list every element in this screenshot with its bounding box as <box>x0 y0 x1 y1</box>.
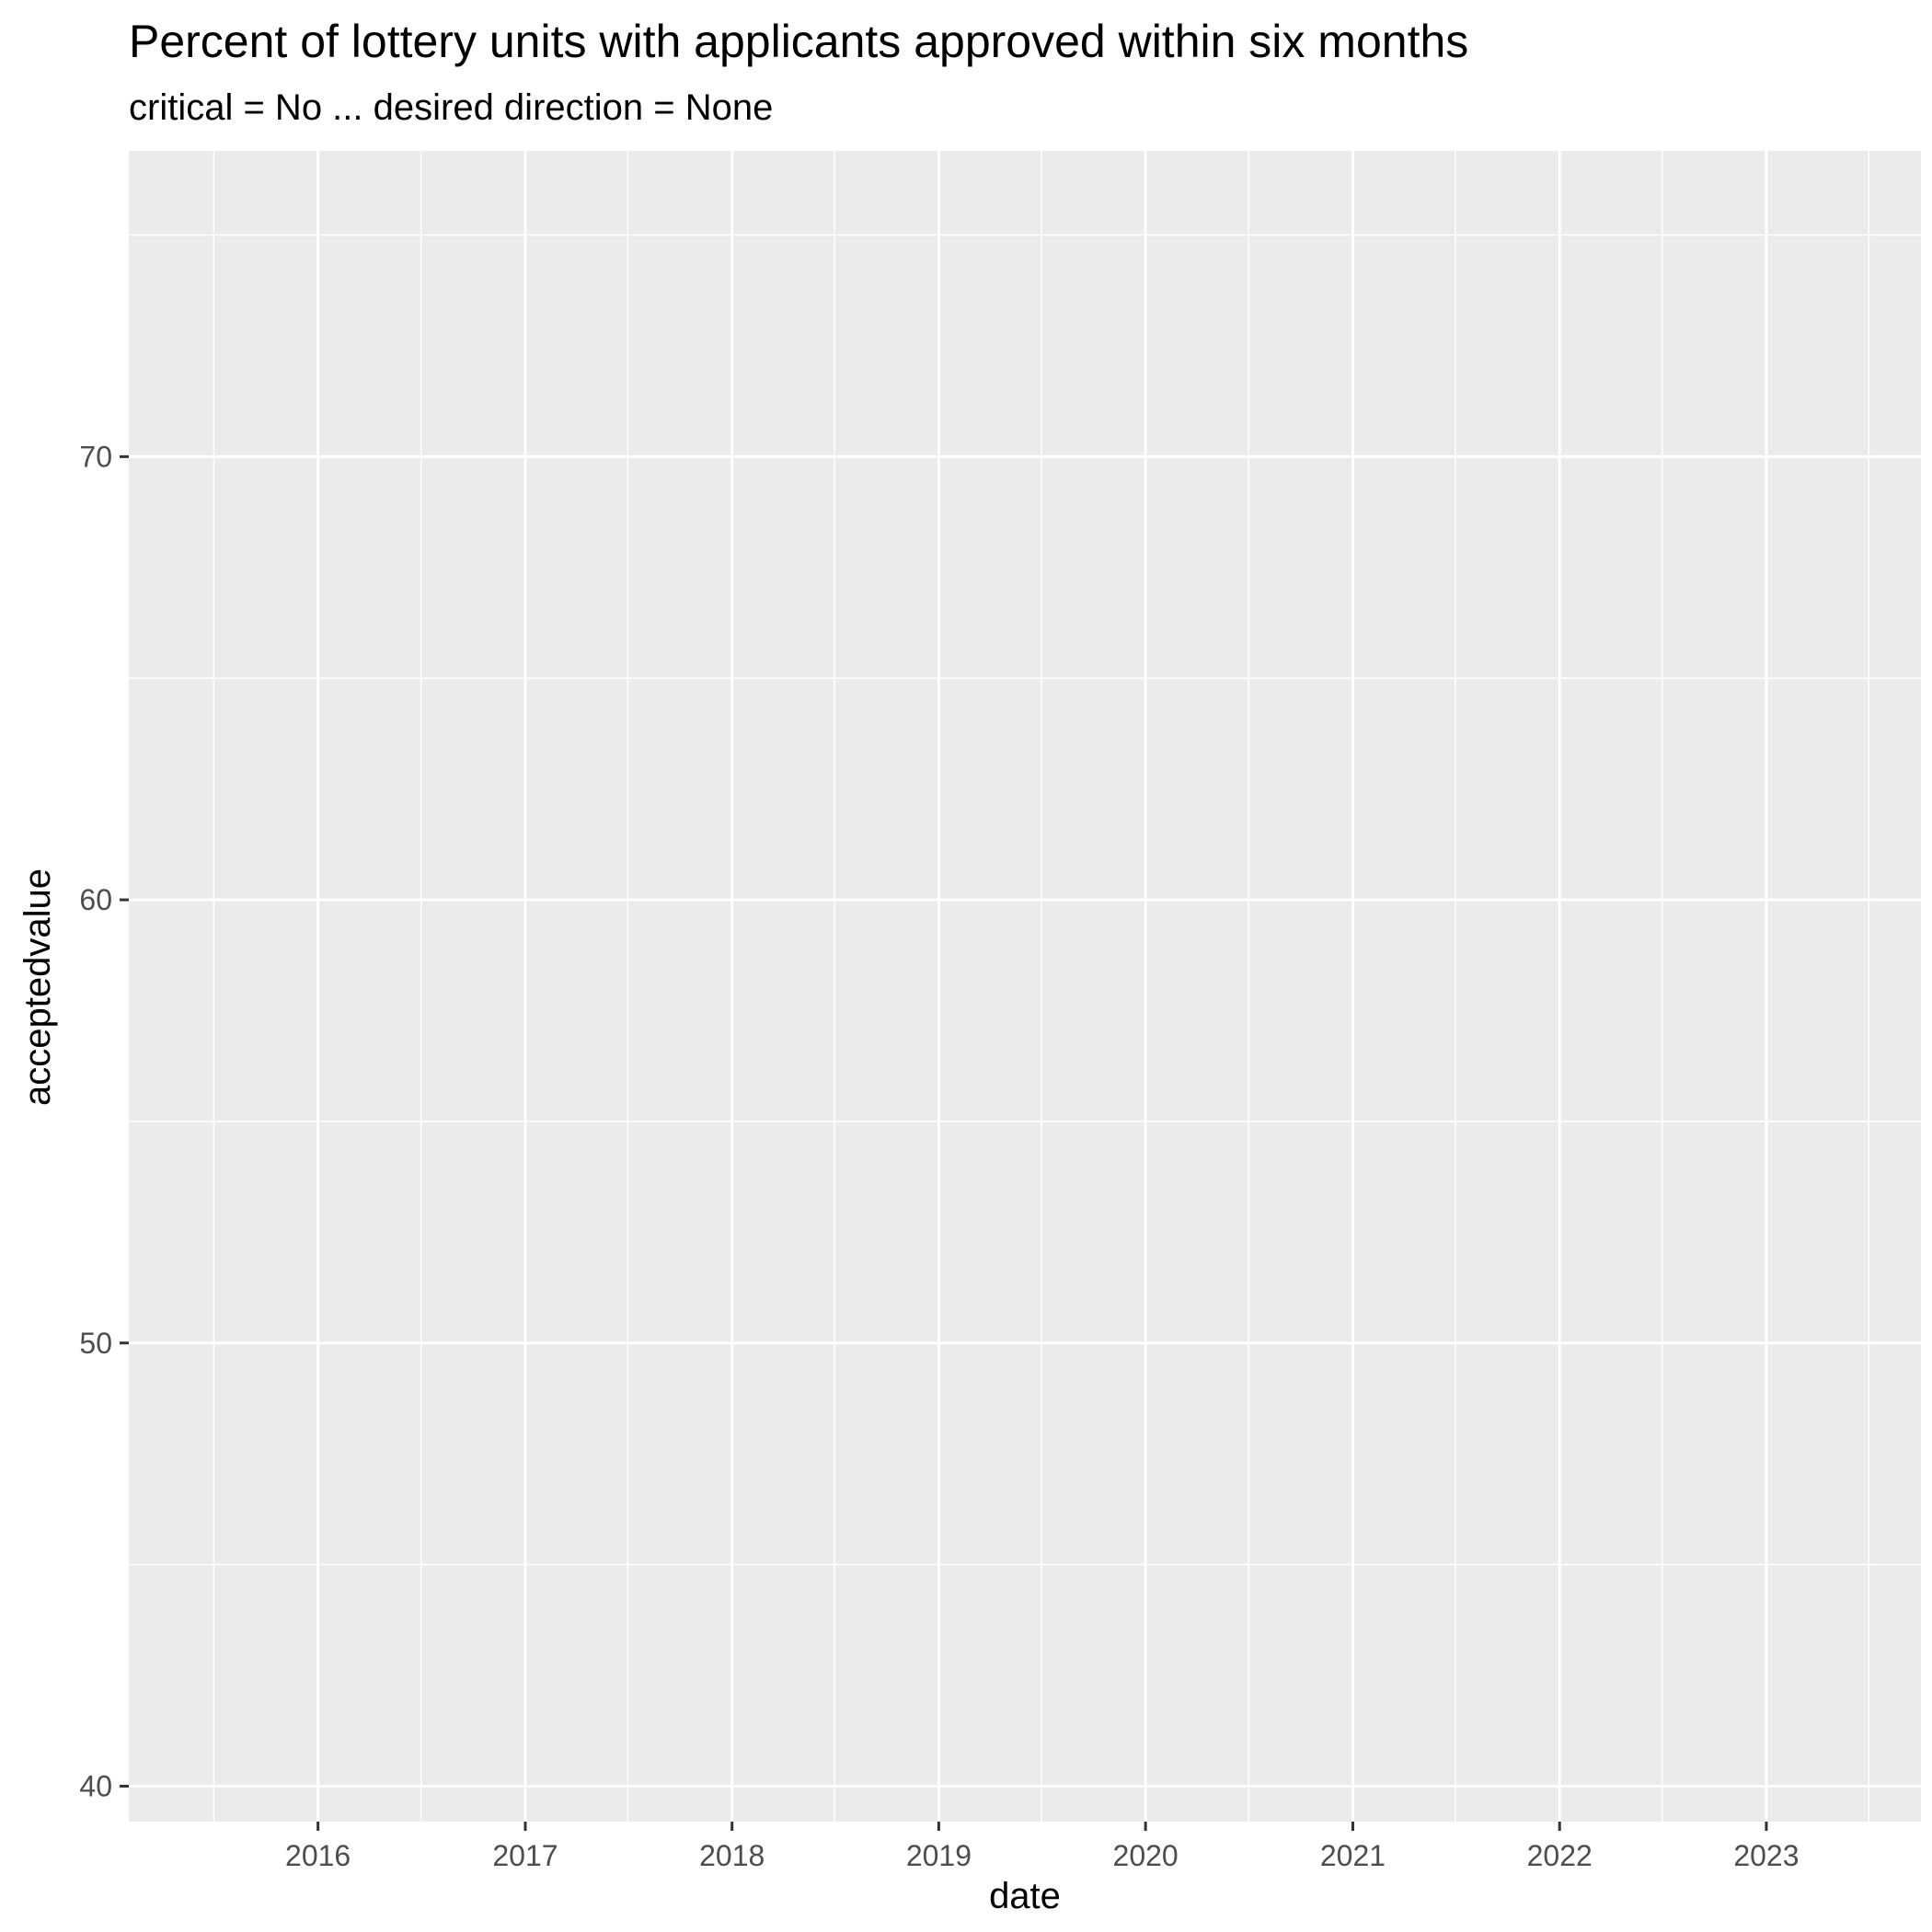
x-tick-label: 2023 <box>1733 1839 1799 1872</box>
y-axis-title: acceptedvalue <box>17 868 58 1106</box>
panel-background <box>129 151 1921 1822</box>
x-tick-label: 2018 <box>699 1839 765 1872</box>
x-tick-label: 2016 <box>285 1839 351 1872</box>
chart-subtitle: critical = No ... desired direction = No… <box>129 87 773 128</box>
x-tick-label: 2021 <box>1320 1839 1386 1872</box>
y-tick-label: 70 <box>79 440 112 473</box>
x-axis: 2016 2017 2018 2019 2020 2021 2022 2023 <box>285 1822 1800 1872</box>
chart-title: Percent of lottery units with applicants… <box>129 16 1468 67</box>
y-tick-label: 60 <box>79 883 112 916</box>
y-tick-label: 40 <box>79 1769 112 1802</box>
x-tick-label: 2017 <box>492 1839 558 1872</box>
x-tick-label: 2019 <box>906 1839 972 1872</box>
plot-panel <box>129 151 1921 1822</box>
x-tick-label: 2020 <box>1113 1839 1179 1872</box>
y-axis: 40 50 60 70 <box>79 440 129 1802</box>
x-tick-label: 2022 <box>1527 1839 1593 1872</box>
y-tick-label: 50 <box>79 1327 112 1360</box>
x-axis-title: date <box>989 1876 1061 1916</box>
